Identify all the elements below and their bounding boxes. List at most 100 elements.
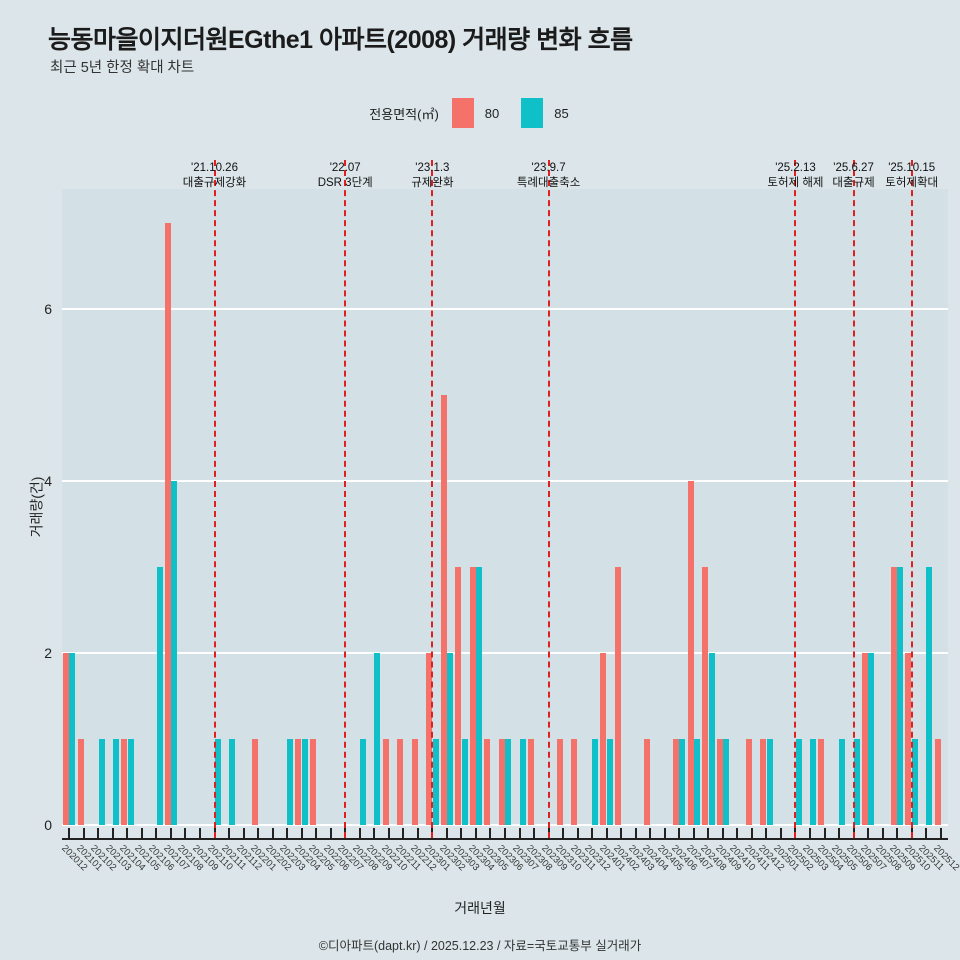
x-axis-line (62, 838, 948, 840)
x-axis-tick (620, 828, 623, 839)
x-axis-tick (634, 828, 637, 839)
x-axis-tick (358, 828, 361, 839)
bar-85-202408 (708, 653, 715, 825)
bar-85-202303 (461, 739, 468, 825)
bar-80-202104 (121, 739, 128, 825)
x-axis-tick (867, 828, 870, 839)
bar-80-202401 (600, 653, 607, 825)
bar-80-202406 (673, 739, 680, 825)
bar-85-202204 (301, 739, 308, 825)
event-marker-label-202110: '21.10.26 대출규제강화 (135, 161, 295, 191)
event-date: '21.10.26 (191, 162, 238, 174)
bar-80-202510 (905, 653, 912, 825)
bar-80-202507 (861, 653, 868, 825)
event-date: '25.10.15 (888, 162, 936, 174)
bar-85-202103 (113, 739, 120, 825)
bar-85-202102 (98, 739, 105, 825)
bar-85-202407 (694, 739, 701, 825)
x-axis-tick (881, 828, 884, 839)
x-axis-tick (707, 828, 710, 839)
bar-80-202304 (469, 567, 476, 825)
x-axis-tick (329, 828, 332, 839)
gridline (62, 652, 948, 655)
bar-85-202307 (519, 739, 526, 825)
bar-80-202407 (687, 481, 694, 825)
x-axis-tick (474, 828, 477, 839)
bar-85-202203 (287, 739, 294, 825)
x-axis-tick (591, 828, 594, 839)
x-axis-tick (286, 828, 289, 839)
x-axis-tick (678, 828, 681, 839)
event-name: 토허제확대 (885, 177, 939, 189)
bar-85-202409 (723, 739, 730, 825)
x-axis-tick (460, 828, 463, 839)
bar-80-202301 (426, 653, 433, 825)
x-axis-tick (779, 828, 782, 839)
bar-85-202209 (374, 653, 381, 825)
bar-85-202406 (679, 739, 686, 825)
x-axis-tick (721, 828, 724, 839)
bar-80-202204 (295, 739, 302, 825)
event-date: '23.9.7 (531, 162, 566, 174)
event-marker-line-202502 (794, 160, 797, 838)
bar-80-202306 (498, 739, 505, 825)
x-axis-title: 거래년월 (454, 900, 506, 916)
x-axis-tick (809, 828, 812, 839)
x-axis-tick (823, 828, 826, 839)
bar-80-202402 (614, 567, 621, 825)
bar-85-202312 (592, 739, 599, 825)
x-axis-tick (489, 828, 492, 839)
bar-80-202012 (63, 653, 70, 825)
bar-80-202211 (397, 739, 404, 825)
bar-80-202311 (571, 739, 578, 825)
x-axis-tick (750, 828, 753, 839)
bar-80-202305 (484, 739, 491, 825)
x-axis-tick (445, 828, 448, 839)
event-name: 대출규제 (832, 177, 875, 189)
bar-80-202302 (440, 395, 447, 825)
bar-85-202012 (69, 653, 76, 825)
bar-80-202504 (818, 739, 825, 825)
bar-80-202409 (716, 739, 723, 825)
page-subtitle: 최근 5년 한정 확대 차트 (50, 60, 195, 76)
bar-85-202208 (359, 739, 366, 825)
x-axis-tick (518, 828, 521, 839)
x-axis-tick (300, 828, 303, 839)
x-axis-tick (576, 828, 579, 839)
bar-80-202210 (382, 739, 389, 825)
event-marker-label-202301: '23.1.3 규제완화 (352, 161, 512, 191)
x-axis-tick (562, 828, 565, 839)
x-axis-tick (68, 828, 71, 839)
event-marker-label-202502: '25.2.13 토허제 해제 (715, 161, 875, 191)
plot-area (62, 189, 948, 826)
x-axis-tick (838, 828, 841, 839)
bar-80-202303 (455, 567, 462, 825)
x-axis-tick (242, 828, 245, 839)
x-axis-tick (315, 828, 318, 839)
event-marker-line-202207 (344, 160, 347, 838)
gridline (62, 480, 948, 483)
bar-85-202110 (214, 739, 221, 825)
event-marker-line-202110 (213, 160, 216, 838)
bar-85-202302 (447, 653, 454, 825)
bar-80-202308 (527, 739, 534, 825)
bar-80-202404 (644, 739, 651, 825)
event-name: 규제완화 (411, 177, 454, 189)
bar-85-202106 (156, 567, 163, 825)
bar-85-202306 (505, 739, 512, 825)
bar-85-202511 (926, 567, 933, 825)
bar-80-202408 (702, 567, 709, 825)
x-axis-tick (387, 828, 390, 839)
x-axis-tick (402, 828, 405, 839)
x-axis-tick (140, 828, 143, 839)
bar-85-202104 (127, 739, 134, 825)
x-axis-tick (184, 828, 187, 839)
x-axis-tick (663, 828, 666, 839)
event-date: '23.1.3 (415, 162, 450, 174)
page-title: 능동마을이지더원EGthe1 아파트(2008) 거래량 변화 흐름 (48, 26, 633, 54)
event-date: '25.2.13 (775, 162, 816, 174)
y-axis: 0 2 4 6 (0, 189, 62, 833)
bar-85-202505 (839, 739, 846, 825)
bar-80-202107 (164, 223, 171, 825)
